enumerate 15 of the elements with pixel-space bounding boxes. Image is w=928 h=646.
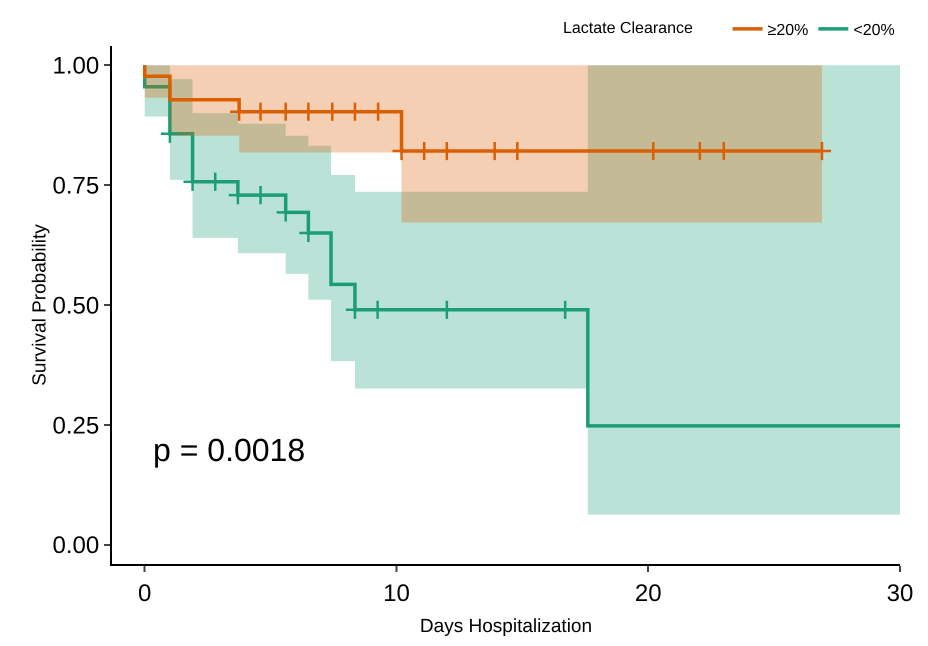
y-tick-label: 0.75 — [52, 172, 100, 200]
y-tick-label: 0.00 — [52, 532, 100, 560]
annotation: p = 0.0018 — [153, 432, 306, 468]
y-tick-label: 0.50 — [52, 292, 100, 320]
x-tick-label: 20 — [634, 580, 662, 607]
legend-title: Lactate Clearance — [563, 20, 720, 37]
x-tick-label: 30 — [886, 580, 914, 607]
x-tick-label: 0 — [138, 580, 152, 607]
y-tick-label: 0.25 — [52, 412, 100, 440]
x-tick-label: 10 — [383, 580, 410, 607]
x-axis-title: Days Hospitalization — [420, 616, 592, 637]
y-tick-label: 1.00 — [52, 52, 100, 80]
legend-label: <20% — [853, 22, 895, 40]
legend-label: ≥20% — [768, 22, 808, 40]
y-axis-title: Survival Probability — [29, 224, 50, 386]
